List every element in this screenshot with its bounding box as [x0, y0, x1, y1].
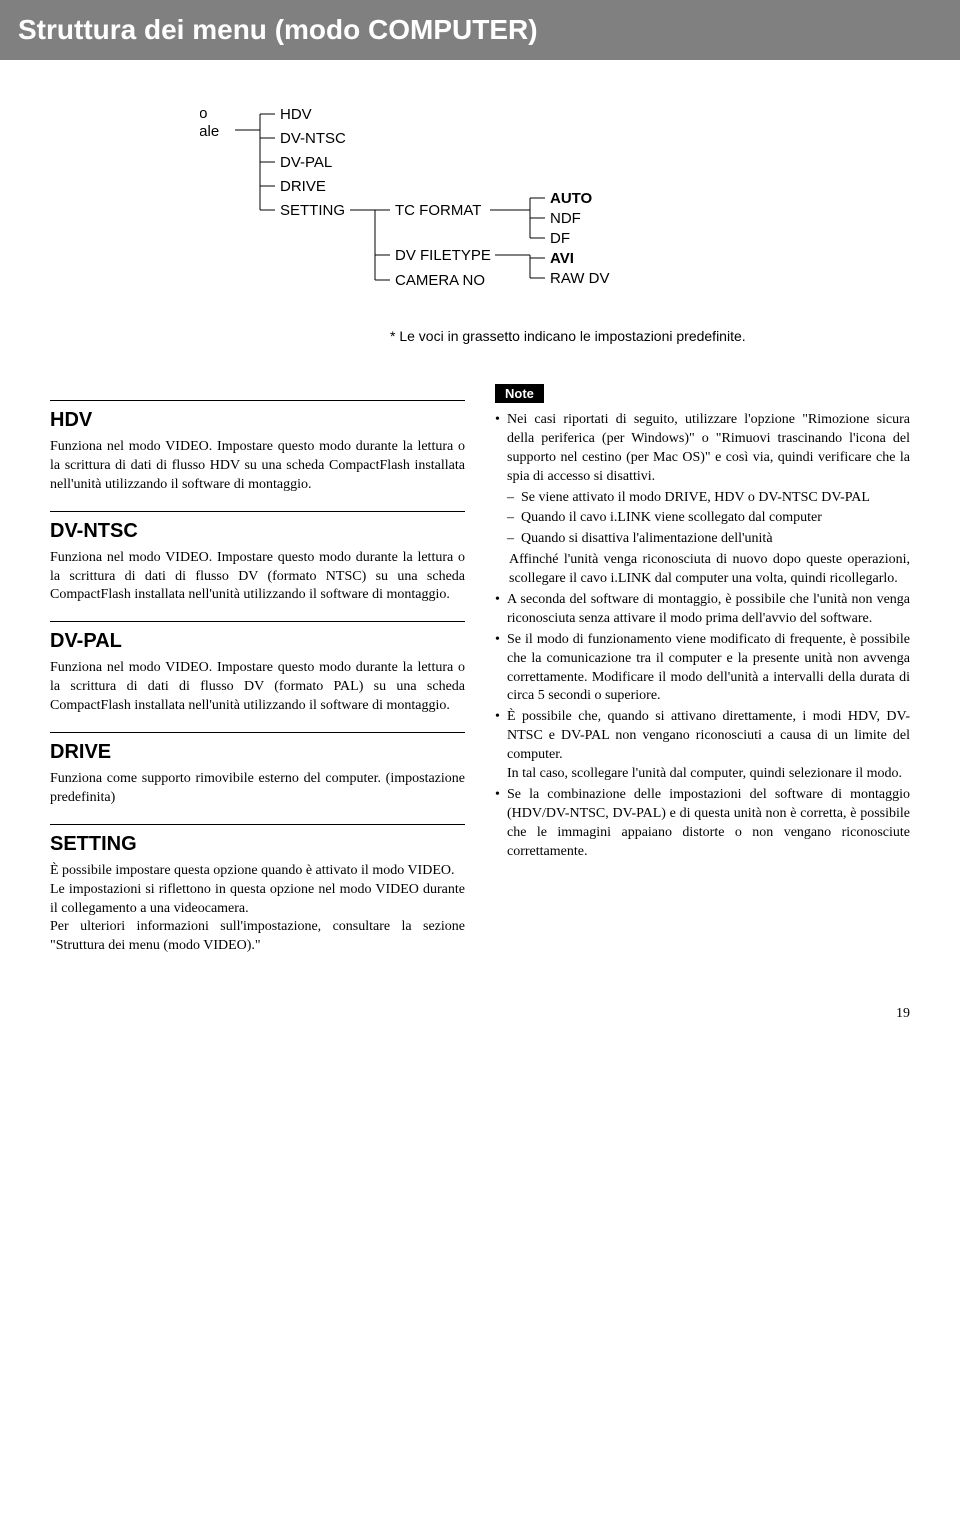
- l3-rawdv: RAW DV: [550, 270, 609, 287]
- root-label-2: principale: [200, 123, 219, 140]
- section-text: Funziona nel modo VIDEO. Impostare quest…: [50, 659, 465, 716]
- section-divider: [50, 511, 465, 512]
- l1-dvntsc: DV-NTSC: [280, 130, 346, 147]
- note-sublist: Se viene attivato il modo DRIVE, HDV o D…: [507, 489, 910, 550]
- note-item: È possibile che, quando si attivano dire…: [495, 708, 910, 784]
- l2-dvfiletype: DV FILETYPE: [395, 247, 491, 264]
- l3-auto: AUTO: [550, 190, 593, 207]
- diagram-footnote: * Le voci in grassetto indicano le impos…: [390, 328, 900, 344]
- l2-camerano: CAMERA NO: [395, 272, 485, 289]
- root-label-1: livello: [200, 105, 208, 122]
- note-subitem: Quando si disattiva l'alimentazione dell…: [507, 530, 910, 549]
- section-title: HDV: [50, 409, 465, 432]
- right-column: Note Nei casi riportati di seguito, util…: [495, 384, 910, 956]
- section-text: Funziona come supporto rimovibile estern…: [50, 770, 465, 808]
- section-title: DRIVE: [50, 741, 465, 764]
- l1-setting: SETTING: [280, 202, 345, 219]
- section-divider: [50, 621, 465, 622]
- note-after-text: Affinché l'unità venga riconosciuta di n…: [509, 551, 910, 589]
- note-item: Nei casi riportati di seguito, utilizzar…: [495, 411, 910, 589]
- l1-hdv: HDV: [280, 106, 312, 123]
- section-text: È possibile impostare questa opzione qua…: [50, 862, 465, 956]
- l1-dvpal: DV-PAL: [280, 154, 332, 171]
- section-title: DV-NTSC: [50, 520, 465, 543]
- section-text: Funziona nel modo VIDEO. Impostare quest…: [50, 438, 465, 495]
- page-header: Struttura dei menu (modo COMPUTER): [0, 0, 960, 60]
- content-columns: HDV Funziona nel modo VIDEO. Impostare qu…: [0, 364, 960, 996]
- section-text: Funziona nel modo VIDEO. Impostare quest…: [50, 549, 465, 606]
- l3-ndf: NDF: [550, 210, 581, 227]
- section-divider: [50, 400, 465, 401]
- page-number: 19: [0, 996, 960, 1052]
- note-item: Se il modo di funzionamento viene modifi…: [495, 631, 910, 707]
- l2-tcformat: TC FORMAT: [395, 202, 481, 219]
- section-title: DV-PAL: [50, 630, 465, 653]
- note-badge: Note: [495, 384, 544, 403]
- tree-diagram-svg: livello principale HDV DV-NTSC DV-PAL DR…: [200, 100, 800, 310]
- l3-df: DF: [550, 230, 570, 247]
- section-divider: [50, 824, 465, 825]
- left-column: HDV Funziona nel modo VIDEO. Impostare qu…: [50, 384, 465, 956]
- section-divider: [50, 732, 465, 733]
- l1-drive: DRIVE: [280, 178, 326, 195]
- menu-tree-diagram: livello principale HDV DV-NTSC DV-PAL DR…: [0, 60, 960, 364]
- l3-avi: AVI: [550, 250, 574, 267]
- note-subitem: Se viene attivato il modo DRIVE, HDV o D…: [507, 489, 910, 508]
- section-title: SETTING: [50, 833, 465, 856]
- note-item: Se la combinazione delle impostazioni de…: [495, 786, 910, 862]
- note-subitem: Quando il cavo i.LINK viene scollegato d…: [507, 509, 910, 528]
- note-list: Nei casi riportati di seguito, utilizzar…: [495, 411, 910, 861]
- note-item: A seconda del software di montaggio, è p…: [495, 591, 910, 629]
